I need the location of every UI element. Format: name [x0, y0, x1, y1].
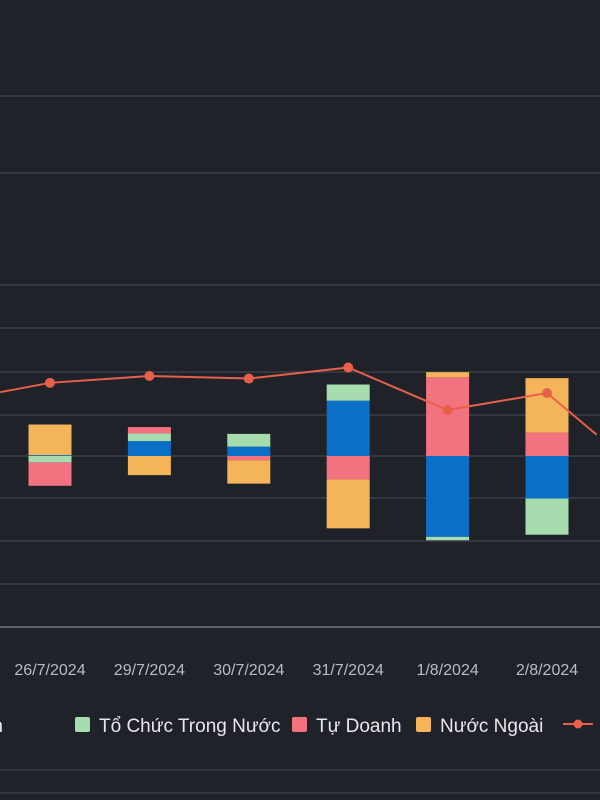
legend-swatch-3	[416, 717, 431, 732]
x-tick-label-0: 26/7/2024	[14, 662, 85, 679]
legend-label-3[interactable]: Nước Ngoài	[440, 716, 543, 737]
line-point-5	[542, 388, 552, 399]
bar-segment-1-2	[227, 433, 271, 447]
bar-segment-2-1	[127, 427, 171, 434]
bar-series	[28, 372, 569, 541]
bar-segment-2-5	[525, 432, 569, 456]
line-point-1	[144, 371, 155, 382]
line-point-0	[45, 377, 55, 388]
bar-segment-0-4	[426, 456, 470, 537]
line-point-4	[442, 405, 453, 416]
line-point-3	[343, 362, 354, 373]
x-tick-label-2: 30/7/2024	[213, 662, 284, 679]
bar-segment-1-5	[525, 498, 569, 535]
legend-line-marker	[573, 719, 583, 729]
x-axis-labels: 26/7/2024 29/7/2024 30/7/2024 31/7/2024 1/8/…	[14, 662, 578, 679]
bar-segment-1-4	[426, 536, 470, 541]
x-tick-label-4: 1/8/2024	[416, 662, 478, 679]
bar-segment-0-1	[127, 441, 171, 456]
bar-segment-3-1	[127, 456, 171, 476]
bar-segment-3-4	[426, 372, 470, 378]
bar-segment-2-4	[426, 377, 470, 456]
bar-segment-0-5	[525, 456, 569, 499]
bar-segment-0-3	[326, 400, 370, 456]
line-path	[0, 366, 598, 436]
bar-segment-2-2	[227, 456, 271, 461]
bar-segment-1-3	[326, 384, 370, 401]
bar-segment-2-0	[28, 462, 72, 486]
grid-lines	[0, 95, 600, 794]
legend-label-0[interactable]: Cá Nhân	[0, 716, 3, 737]
bar-segment-0-2	[227, 446, 271, 456]
line-point-2	[243, 373, 254, 384]
bar-segment-2-3	[326, 456, 370, 480]
bar-segment-1-0	[28, 456, 72, 463]
legend-swatch-1	[75, 717, 90, 732]
legend: Cá Nhân Tổ Chức Trong Nước Tự Doanh Nước Ng…	[0, 716, 593, 737]
x-tick-label-1: 29/7/2024	[114, 662, 185, 679]
legend-label-2[interactable]: Tự Doanh	[316, 716, 402, 737]
legend-label-1[interactable]: Tổ Chức Trong Nước	[99, 716, 281, 737]
line-series	[0, 362, 598, 436]
bar-segment-3-3	[326, 479, 370, 529]
x-tick-label-3: 31/7/2024	[313, 662, 384, 679]
legend-swatch-2	[292, 717, 307, 732]
bar-segment-0-0	[28, 455, 72, 456]
bar-segment-3-2	[227, 460, 271, 484]
bar-segment-3-0	[28, 424, 72, 456]
x-tick-label-5: 2/8/2024	[516, 662, 578, 679]
bar-segment-1-1	[127, 433, 171, 442]
